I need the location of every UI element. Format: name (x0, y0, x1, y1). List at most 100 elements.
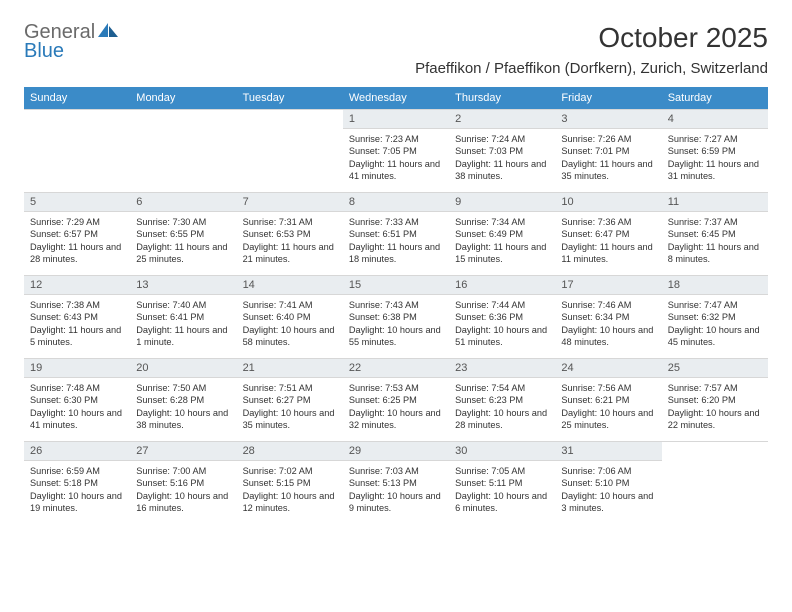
day-cell: 8Sunrise: 7:33 AMSunset: 6:51 PMDaylight… (343, 193, 449, 275)
info-line: Sunset: 7:03 PM (455, 145, 549, 157)
day-number (130, 110, 236, 128)
day-info: Sunrise: 7:34 AMSunset: 6:49 PMDaylight:… (449, 212, 555, 272)
info-line: Daylight: 10 hours and 38 minutes. (136, 407, 230, 432)
day-info: Sunrise: 7:38 AMSunset: 6:43 PMDaylight:… (24, 295, 130, 355)
info-line: Daylight: 10 hours and 16 minutes. (136, 490, 230, 515)
day-number: 23 (449, 359, 555, 378)
week-row: 19Sunrise: 7:48 AMSunset: 6:30 PMDayligh… (24, 358, 768, 441)
day-cell: 18Sunrise: 7:47 AMSunset: 6:32 PMDayligh… (662, 276, 768, 358)
info-line: Sunrise: 7:27 AM (668, 133, 762, 145)
day-info: Sunrise: 7:37 AMSunset: 6:45 PMDaylight:… (662, 212, 768, 272)
week-row: 26Sunrise: 6:59 AMSunset: 5:18 PMDayligh… (24, 441, 768, 524)
day-number (237, 110, 343, 128)
info-line: Daylight: 11 hours and 28 minutes. (30, 241, 124, 266)
weekday-label: Friday (555, 87, 661, 109)
info-line: Daylight: 10 hours and 48 minutes. (561, 324, 655, 349)
day-number: 26 (24, 442, 130, 461)
day-cell: 31Sunrise: 7:06 AMSunset: 5:10 PMDayligh… (555, 442, 661, 524)
day-info: Sunrise: 7:47 AMSunset: 6:32 PMDaylight:… (662, 295, 768, 355)
info-line: Sunrise: 7:38 AM (30, 299, 124, 311)
info-line: Daylight: 10 hours and 55 minutes. (349, 324, 443, 349)
day-cell: 6Sunrise: 7:30 AMSunset: 6:55 PMDaylight… (130, 193, 236, 275)
day-info: Sunrise: 7:29 AMSunset: 6:57 PMDaylight:… (24, 212, 130, 272)
info-line: Sunrise: 7:44 AM (455, 299, 549, 311)
day-info: Sunrise: 7:31 AMSunset: 6:53 PMDaylight:… (237, 212, 343, 272)
info-line: Daylight: 10 hours and 6 minutes. (455, 490, 549, 515)
month-title: October 2025 (415, 22, 768, 54)
day-cell: 12Sunrise: 7:38 AMSunset: 6:43 PMDayligh… (24, 276, 130, 358)
day-cell: 24Sunrise: 7:56 AMSunset: 6:21 PMDayligh… (555, 359, 661, 441)
page: General Blue October 2025 Pfaeffikon / P… (0, 0, 792, 524)
logo-part1: General (24, 23, 95, 42)
day-number: 30 (449, 442, 555, 461)
day-cell: 23Sunrise: 7:54 AMSunset: 6:23 PMDayligh… (449, 359, 555, 441)
info-line: Daylight: 11 hours and 15 minutes. (455, 241, 549, 266)
info-line: Sunrise: 7:26 AM (561, 133, 655, 145)
info-line: Sunset: 6:21 PM (561, 394, 655, 406)
info-line: Sunrise: 7:06 AM (561, 465, 655, 477)
info-line: Sunset: 6:40 PM (243, 311, 337, 323)
info-line: Sunrise: 7:53 AM (349, 382, 443, 394)
day-number: 4 (662, 110, 768, 129)
info-line: Sunset: 6:20 PM (668, 394, 762, 406)
day-info: Sunrise: 7:27 AMSunset: 6:59 PMDaylight:… (662, 129, 768, 189)
day-number: 14 (237, 276, 343, 295)
info-line: Sunset: 6:53 PM (243, 228, 337, 240)
info-line: Sunrise: 7:33 AM (349, 216, 443, 228)
info-line: Sunrise: 7:30 AM (136, 216, 230, 228)
day-info: Sunrise: 7:02 AMSunset: 5:15 PMDaylight:… (237, 461, 343, 521)
info-line: Sunset: 6:30 PM (30, 394, 124, 406)
day-cell: 21Sunrise: 7:51 AMSunset: 6:27 PMDayligh… (237, 359, 343, 441)
info-line: Sunset: 6:34 PM (561, 311, 655, 323)
weekday-header: SundayMondayTuesdayWednesdayThursdayFrid… (24, 87, 768, 109)
info-line: Sunrise: 7:41 AM (243, 299, 337, 311)
week-row: 1Sunrise: 7:23 AMSunset: 7:05 PMDaylight… (24, 109, 768, 192)
info-line: Daylight: 11 hours and 25 minutes. (136, 241, 230, 266)
day-number: 25 (662, 359, 768, 378)
calendar: SundayMondayTuesdayWednesdayThursdayFrid… (24, 87, 768, 524)
info-line: Daylight: 11 hours and 31 minutes. (668, 158, 762, 183)
weekday-label: Tuesday (237, 87, 343, 109)
day-cell: 11Sunrise: 7:37 AMSunset: 6:45 PMDayligh… (662, 193, 768, 275)
info-line: Sunrise: 7:57 AM (668, 382, 762, 394)
day-cell: 28Sunrise: 7:02 AMSunset: 5:15 PMDayligh… (237, 442, 343, 524)
info-line: Sunrise: 7:56 AM (561, 382, 655, 394)
day-info: Sunrise: 7:05 AMSunset: 5:11 PMDaylight:… (449, 461, 555, 521)
info-line: Sunrise: 7:05 AM (455, 465, 549, 477)
info-line: Daylight: 11 hours and 1 minute. (136, 324, 230, 349)
day-number: 20 (130, 359, 236, 378)
day-info: Sunrise: 7:40 AMSunset: 6:41 PMDaylight:… (130, 295, 236, 355)
info-line: Daylight: 10 hours and 3 minutes. (561, 490, 655, 515)
info-line: Daylight: 10 hours and 28 minutes. (455, 407, 549, 432)
sail-icon (97, 22, 119, 42)
day-number (662, 442, 768, 460)
info-line: Sunrise: 6:59 AM (30, 465, 124, 477)
info-line: Sunset: 7:01 PM (561, 145, 655, 157)
day-cell: 17Sunrise: 7:46 AMSunset: 6:34 PMDayligh… (555, 276, 661, 358)
logo-text: General Blue (24, 22, 119, 61)
day-number: 16 (449, 276, 555, 295)
location-subtitle: Pfaeffikon / Pfaeffikon (Dorfkern), Zuri… (415, 60, 768, 77)
weekday-label: Monday (130, 87, 236, 109)
day-number (24, 110, 130, 128)
day-info: Sunrise: 7:53 AMSunset: 6:25 PMDaylight:… (343, 378, 449, 438)
info-line: Daylight: 10 hours and 35 minutes. (243, 407, 337, 432)
day-cell: 2Sunrise: 7:24 AMSunset: 7:03 PMDaylight… (449, 110, 555, 192)
info-line: Daylight: 10 hours and 32 minutes. (349, 407, 443, 432)
day-info: Sunrise: 7:50 AMSunset: 6:28 PMDaylight:… (130, 378, 236, 438)
day-info: Sunrise: 7:43 AMSunset: 6:38 PMDaylight:… (343, 295, 449, 355)
info-line: Daylight: 10 hours and 25 minutes. (561, 407, 655, 432)
info-line: Sunset: 6:57 PM (30, 228, 124, 240)
weekday-label: Sunday (24, 87, 130, 109)
info-line: Sunset: 6:47 PM (561, 228, 655, 240)
day-info: Sunrise: 7:33 AMSunset: 6:51 PMDaylight:… (343, 212, 449, 272)
day-cell: 15Sunrise: 7:43 AMSunset: 6:38 PMDayligh… (343, 276, 449, 358)
day-number: 27 (130, 442, 236, 461)
info-line: Sunset: 6:59 PM (668, 145, 762, 157)
day-number: 21 (237, 359, 343, 378)
info-line: Daylight: 11 hours and 38 minutes. (455, 158, 549, 183)
day-number: 15 (343, 276, 449, 295)
day-info: Sunrise: 7:51 AMSunset: 6:27 PMDaylight:… (237, 378, 343, 438)
day-cell: 14Sunrise: 7:41 AMSunset: 6:40 PMDayligh… (237, 276, 343, 358)
day-info: Sunrise: 7:41 AMSunset: 6:40 PMDaylight:… (237, 295, 343, 355)
